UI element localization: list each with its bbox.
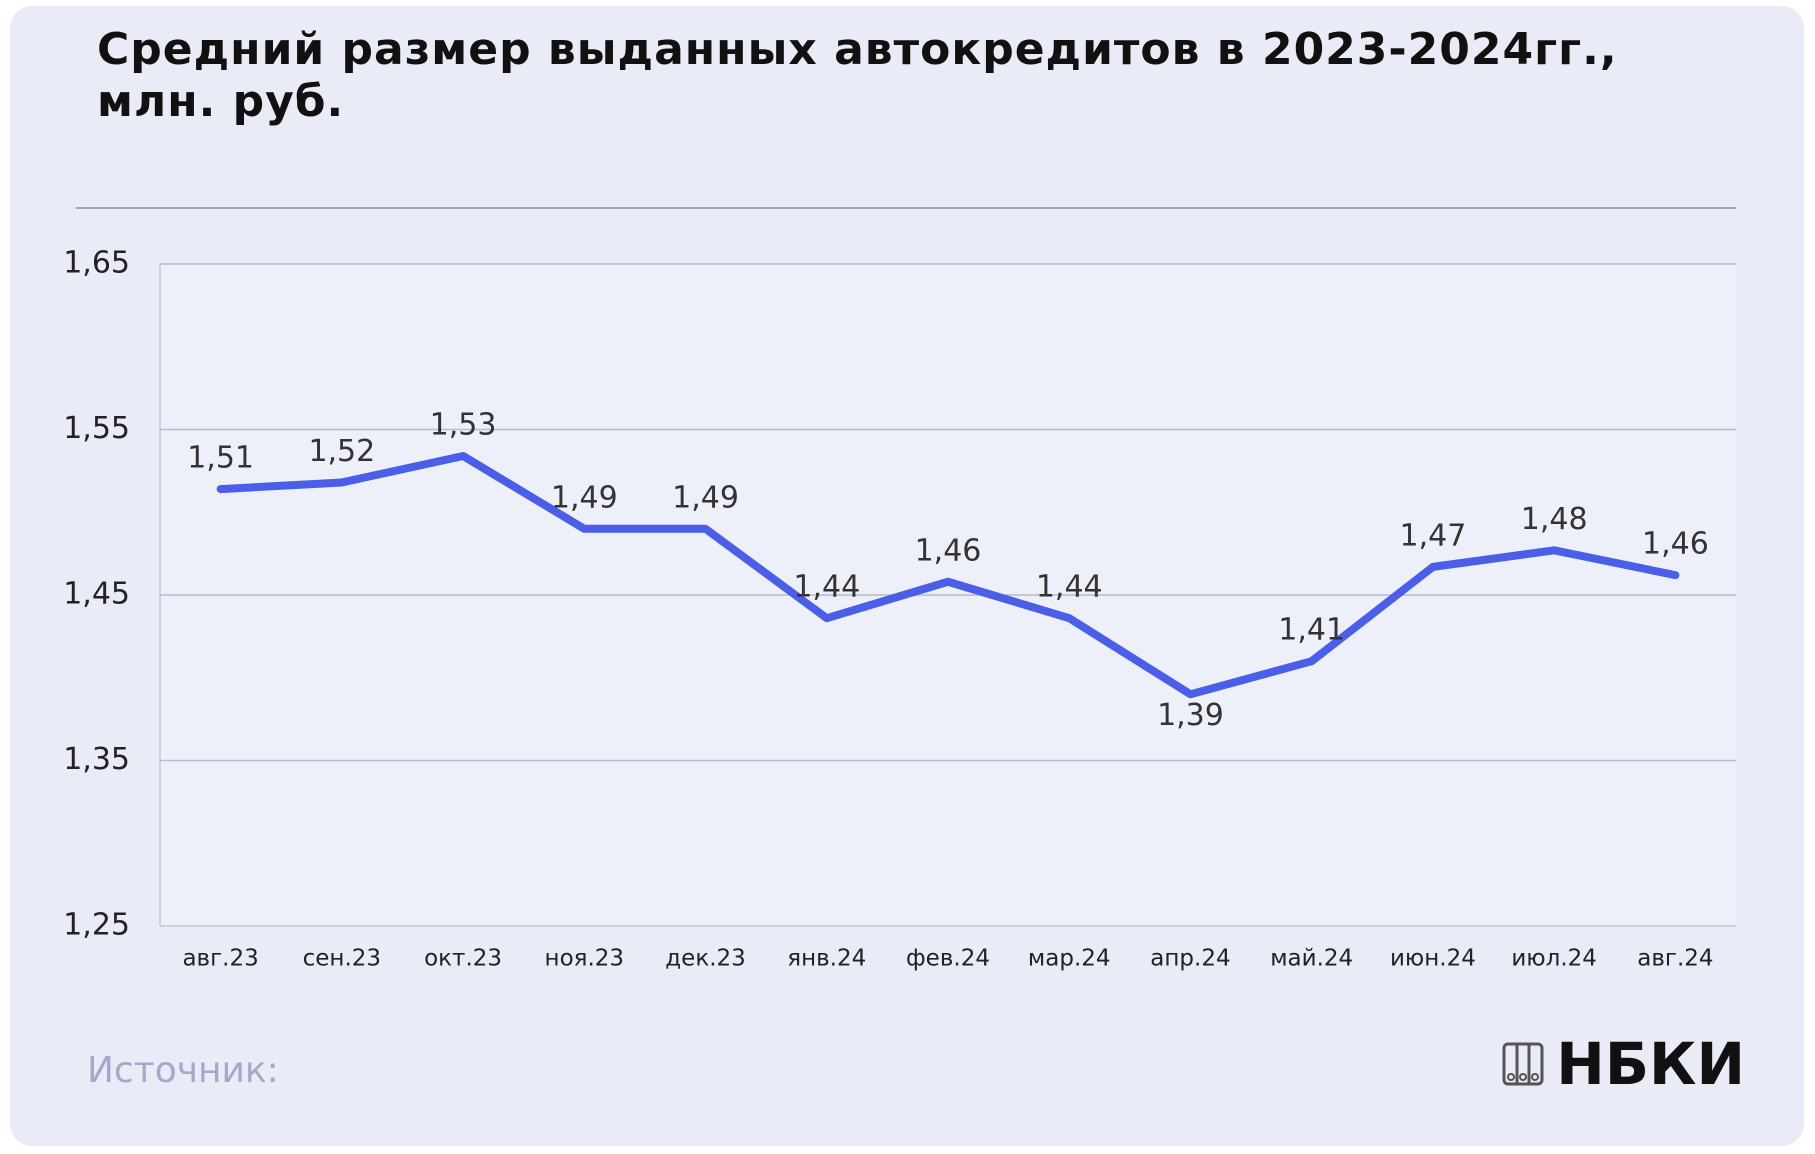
data-label: 1,46 [1642,527,1709,562]
x-tick-label: май.24 [1270,946,1353,972]
y-tick-label: 1,65 [63,246,130,281]
data-label: 1,41 [1278,613,1345,648]
data-label: 1,51 [187,441,254,476]
x-tick-label: мар.24 [1028,946,1111,972]
y-tick-label: 1,25 [63,908,130,943]
logo-icon [1502,1042,1544,1086]
data-label: 1,44 [793,570,860,605]
data-label: 1,46 [915,533,982,568]
logo-text: НБКИ [1556,1030,1745,1098]
x-tick-label: дек.23 [665,946,746,972]
data-label: 1,53 [430,407,497,442]
data-label: 1,48 [1521,502,1588,537]
data-label: 1,49 [672,480,739,515]
y-tick-label: 1,45 [63,577,130,612]
data-label: 1,49 [551,480,618,515]
y-tick-label: 1,35 [63,742,130,777]
chart-title: Средний размер выданных автокредитов в 2… [97,24,1618,127]
data-label: 1,47 [1400,518,1467,553]
x-tick-label: ноя.23 [545,946,625,972]
data-label: 1,44 [1036,570,1103,605]
y-tick-label: 1,55 [63,411,130,446]
x-tick-label: июл.24 [1511,946,1597,972]
line [216,451,1680,699]
data-label: 1,52 [308,434,375,469]
logo: НБКИ [1502,1030,1745,1098]
x-tick-label: фев.24 [906,946,990,972]
x-tick-label: янв.24 [787,946,866,972]
x-tick-label: сен.23 [303,946,381,972]
data-label: 1,39 [1157,698,1224,733]
x-tick-label: авг.24 [1637,946,1713,972]
x-tick-label: авг.23 [182,946,258,972]
source: Источник: [87,1050,279,1091]
x-tick-label: июн.24 [1390,946,1476,972]
x-tick-label: апр.24 [1150,946,1230,972]
x-tick-label: окт.23 [424,946,502,972]
